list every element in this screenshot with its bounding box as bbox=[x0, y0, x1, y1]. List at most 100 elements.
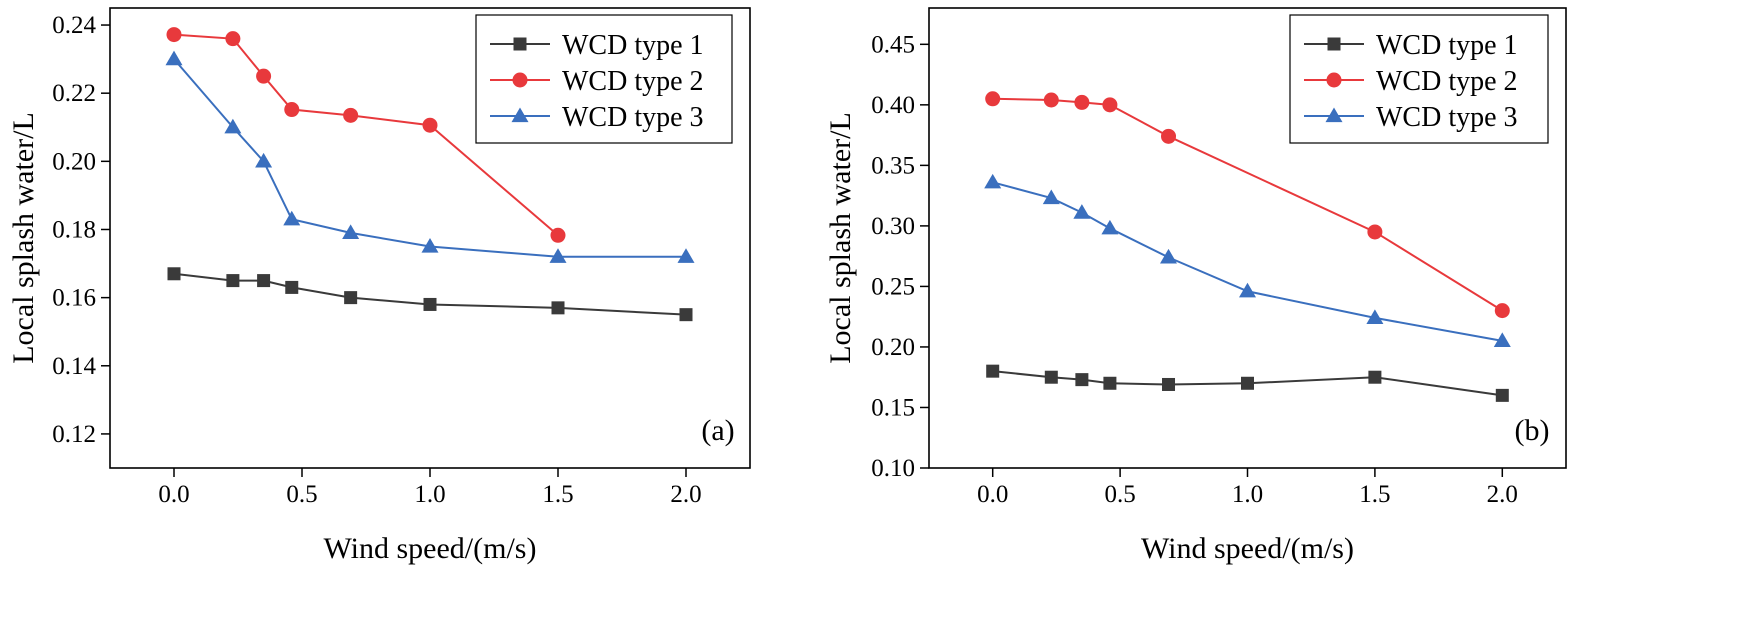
series-3 bbox=[984, 173, 1511, 348]
data-point bbox=[256, 68, 272, 84]
data-point bbox=[679, 308, 693, 322]
data-point bbox=[1494, 303, 1510, 319]
legend-label: WCD type 1 bbox=[562, 30, 704, 61]
legend: WCD type 1 WCD type 2 WCD type 3 bbox=[1289, 14, 1549, 144]
legend-marker bbox=[1325, 107, 1343, 123]
data-point bbox=[1162, 377, 1176, 391]
data-point bbox=[549, 248, 567, 263]
x-tick-label: 1.0 bbox=[414, 481, 445, 508]
legend-label: WCD type 2 bbox=[562, 66, 704, 97]
data-point bbox=[1367, 224, 1383, 240]
data-point bbox=[550, 227, 566, 243]
data-point bbox=[255, 152, 273, 168]
y-tick-label: 0.15 bbox=[871, 394, 915, 421]
legend-marker bbox=[1327, 37, 1341, 51]
y-axis-title: Local splash water/L bbox=[7, 112, 40, 364]
x-tick-label: 1.5 bbox=[1359, 481, 1390, 508]
data-point bbox=[551, 301, 565, 315]
y-tick-label: 0.22 bbox=[52, 80, 96, 107]
x-tick-label: 2.0 bbox=[670, 481, 701, 508]
data-point bbox=[1239, 282, 1256, 298]
series-3 bbox=[165, 50, 695, 263]
data-point bbox=[1044, 370, 1058, 384]
data-point bbox=[166, 27, 182, 43]
x-tick-label: 0.0 bbox=[977, 481, 1008, 508]
data-point bbox=[167, 267, 181, 281]
data-point bbox=[986, 364, 1000, 378]
data-point bbox=[1102, 97, 1118, 113]
x-axis-title: Wind speed/(m/s) bbox=[1141, 532, 1354, 565]
y-tick-label: 0.12 bbox=[52, 421, 96, 448]
data-point bbox=[1103, 376, 1117, 390]
data-point bbox=[344, 291, 358, 305]
y-tick-label: 0.30 bbox=[871, 213, 915, 240]
legend-label: WCD type 1 bbox=[1376, 30, 1518, 61]
data-point bbox=[1495, 388, 1509, 402]
y-tick-label: 0.25 bbox=[871, 273, 915, 300]
data-point bbox=[1368, 370, 1382, 384]
data-point bbox=[342, 224, 360, 240]
data-point bbox=[423, 297, 437, 311]
legend-marker bbox=[1326, 72, 1342, 88]
x-tick-label: 1.0 bbox=[1232, 481, 1263, 508]
data-point bbox=[422, 117, 438, 133]
legend: WCD type 1 WCD type 2 WCD type 3 bbox=[475, 14, 733, 144]
data-point bbox=[1161, 128, 1177, 144]
legend-label: WCD type 3 bbox=[562, 102, 704, 133]
chart-panel-a: 0.0 0.5 1.0 1.5 2.0 0.12 0.14 0.16 0.18 0.20 0.22 0… bbox=[7, 7, 751, 565]
data-point bbox=[1160, 248, 1178, 264]
data-point bbox=[1493, 332, 1511, 348]
data-point bbox=[1366, 309, 1384, 325]
data-point bbox=[1042, 189, 1060, 205]
legend-marker bbox=[513, 37, 527, 51]
x-tick-label: 0.5 bbox=[1104, 481, 1135, 508]
x-tick-label: 2.0 bbox=[1487, 481, 1518, 508]
panel-label: (a) bbox=[701, 414, 734, 447]
data-point bbox=[1073, 204, 1091, 219]
data-point bbox=[985, 91, 1001, 107]
series-1 bbox=[167, 267, 693, 322]
y-tick-label: 0.20 bbox=[52, 148, 96, 175]
data-point bbox=[224, 118, 242, 134]
chart-panel-b: 0.0 0.5 1.0 1.5 2.0 0.10 0.15 0.20 0.25 0.30 0.35 0… bbox=[824, 7, 1567, 565]
data-point bbox=[343, 107, 359, 123]
legend-marker bbox=[512, 72, 528, 88]
data-point bbox=[421, 238, 439, 253]
data-point bbox=[984, 173, 1002, 189]
data-point bbox=[226, 274, 240, 288]
y-tick-label: 0.14 bbox=[52, 353, 96, 380]
data-point bbox=[1074, 94, 1090, 110]
data-point bbox=[1101, 219, 1119, 235]
y-tick-label: 0.10 bbox=[871, 455, 915, 482]
series-1 bbox=[986, 364, 1509, 402]
data-point bbox=[285, 280, 299, 294]
data-point bbox=[257, 274, 271, 288]
data-point bbox=[284, 102, 300, 118]
data-point bbox=[225, 31, 241, 47]
x-tick-label: 0.5 bbox=[286, 481, 317, 508]
y-tick-label: 0.35 bbox=[871, 152, 915, 179]
data-point bbox=[1075, 373, 1089, 387]
y-tick-label: 0.16 bbox=[52, 285, 96, 312]
data-point bbox=[1043, 92, 1059, 108]
legend-label: WCD type 2 bbox=[1376, 66, 1518, 97]
data-point bbox=[677, 248, 695, 263]
y-tick-label: 0.18 bbox=[52, 216, 96, 243]
series-2 bbox=[166, 27, 566, 243]
x-tick-label: 0.0 bbox=[158, 481, 189, 508]
y-axis-title: Local splash water/L bbox=[824, 112, 857, 364]
data-point bbox=[165, 50, 183, 66]
legend-marker bbox=[511, 107, 529, 123]
series-2 bbox=[985, 91, 1510, 319]
series-line bbox=[992, 181, 1503, 342]
y-tick-label: 0.20 bbox=[871, 334, 915, 361]
legend-label: WCD type 3 bbox=[1376, 102, 1518, 133]
x-tick-label: 1.5 bbox=[542, 481, 573, 508]
y-tick-label: 0.40 bbox=[871, 92, 915, 119]
panel-label: (b) bbox=[1515, 414, 1550, 447]
x-axis-title: Wind speed/(m/s) bbox=[324, 532, 537, 565]
data-point bbox=[1241, 376, 1254, 390]
data-point bbox=[283, 210, 301, 226]
y-tick-label: 0.24 bbox=[52, 12, 96, 39]
